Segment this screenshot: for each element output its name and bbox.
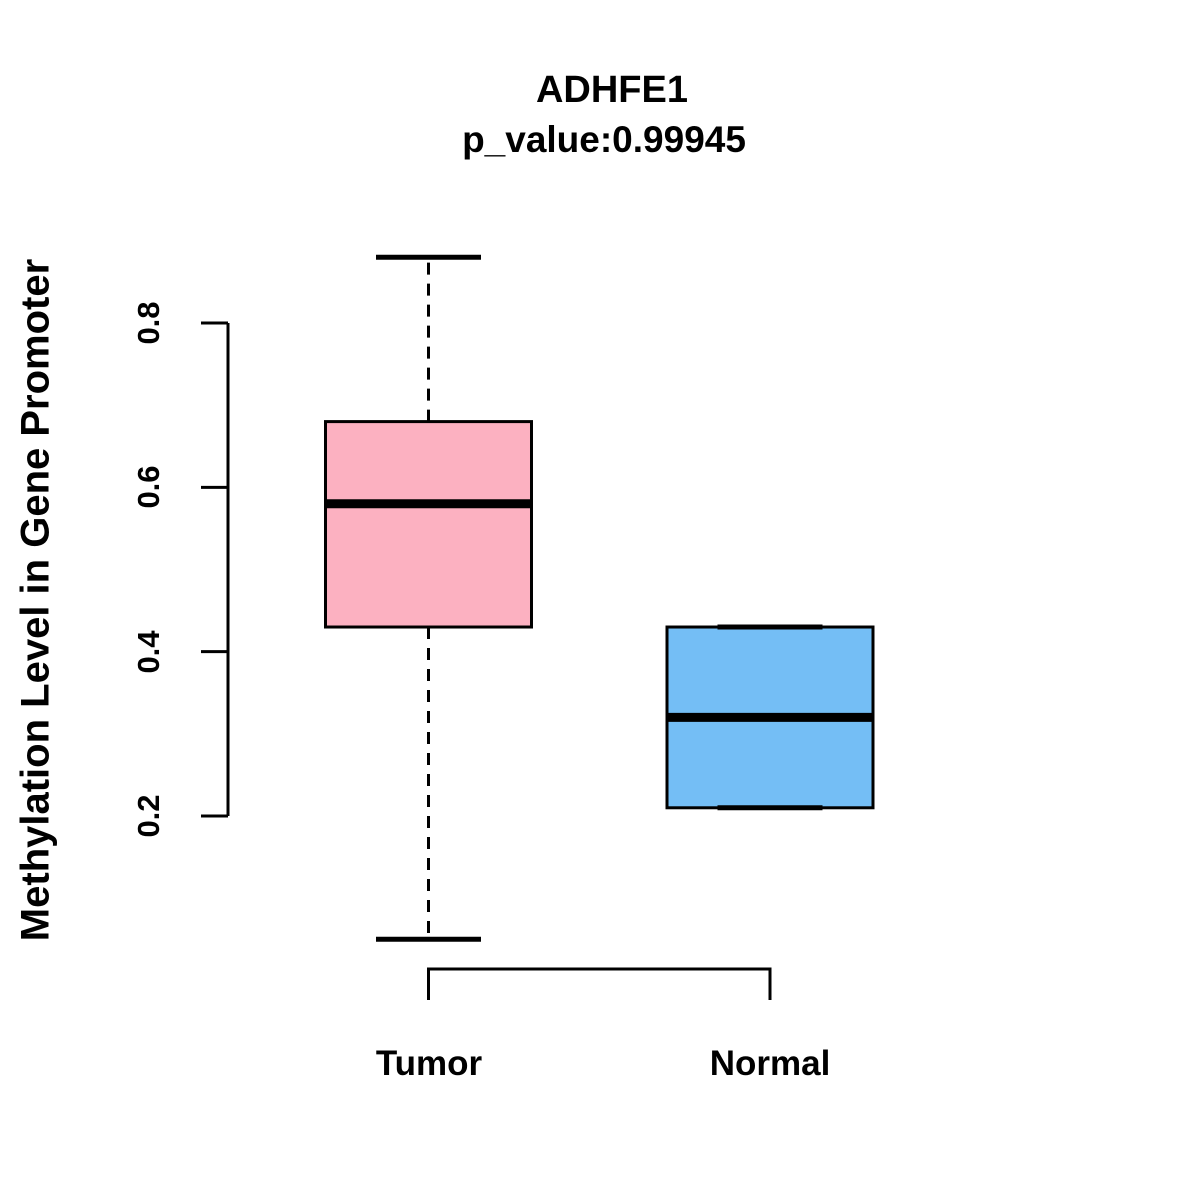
x-category-label-tumor: Tumor bbox=[375, 1044, 483, 1083]
chart-title: ADHFE1 bbox=[535, 69, 689, 111]
chart-subtitle-pvalue: p_value:0.99945 bbox=[462, 119, 746, 160]
y-tick-label: 0.2 bbox=[131, 794, 166, 838]
y-tick-label: 0.6 bbox=[131, 465, 166, 509]
y-tick-label: 0.4 bbox=[131, 630, 166, 674]
y-tick-label: 0.8 bbox=[131, 301, 166, 345]
box-tumor bbox=[324, 420, 533, 629]
x-axis-line bbox=[427, 967, 772, 1000]
x-category-label-normal: Normal bbox=[709, 1044, 831, 1083]
y-axis-label: Methylation Level in Gene Promoter bbox=[13, 258, 58, 942]
